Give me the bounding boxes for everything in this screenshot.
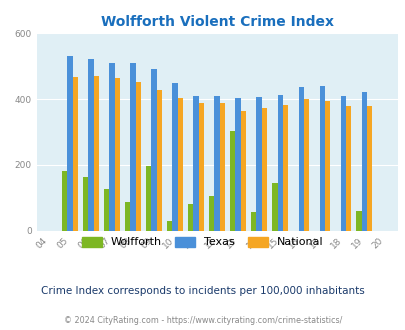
Bar (146, 166, 151, 231)
Bar (230, 131, 235, 231)
Bar (282, 105, 288, 231)
Bar (115, 78, 120, 231)
Bar (235, 98, 240, 231)
Bar (188, 204, 193, 231)
Bar (67, 56, 73, 231)
Bar (256, 97, 261, 231)
Bar (109, 63, 115, 231)
Bar (298, 87, 303, 231)
Bar (240, 111, 246, 231)
Bar (271, 183, 277, 231)
Bar (220, 103, 225, 231)
Bar (303, 99, 309, 231)
Bar (277, 95, 282, 231)
Bar (319, 86, 324, 231)
Bar (62, 171, 67, 231)
Text: Crime Index corresponds to incidents per 100,000 inhabitants: Crime Index corresponds to incidents per… (41, 286, 364, 296)
Bar (324, 101, 330, 231)
Bar (177, 98, 183, 231)
Bar (340, 96, 345, 231)
Bar (198, 103, 204, 231)
Bar (156, 90, 162, 231)
Bar (94, 76, 99, 231)
Bar (104, 189, 109, 231)
Legend: Wolfforth, Texas, National: Wolfforth, Texas, National (77, 232, 328, 252)
Bar (88, 59, 94, 231)
Bar (73, 77, 78, 231)
Bar (166, 221, 172, 231)
Bar (250, 212, 256, 231)
Bar (360, 92, 366, 231)
Bar (136, 82, 141, 231)
Bar (130, 63, 136, 231)
Bar (345, 106, 351, 231)
Bar (193, 96, 198, 231)
Bar (151, 69, 156, 231)
Bar (214, 96, 220, 231)
Text: © 2024 CityRating.com - https://www.cityrating.com/crime-statistics/: © 2024 CityRating.com - https://www.city… (64, 316, 341, 325)
Bar (125, 202, 130, 231)
Bar (172, 82, 177, 231)
Bar (366, 106, 371, 231)
Bar (261, 108, 267, 231)
Bar (209, 196, 214, 231)
Bar (355, 211, 360, 231)
Bar (83, 177, 88, 231)
Title: Wolfforth Violent Crime Index: Wolfforth Violent Crime Index (100, 15, 333, 29)
